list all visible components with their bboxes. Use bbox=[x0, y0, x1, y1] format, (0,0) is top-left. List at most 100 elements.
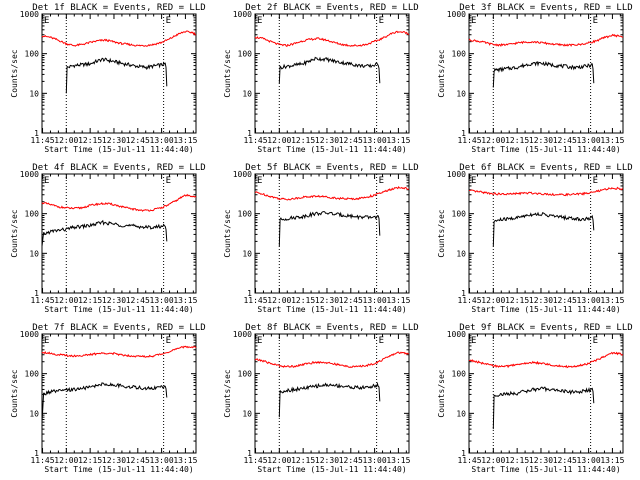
x-tick-label: 13:00 bbox=[150, 296, 174, 305]
y-tick-label: 100 bbox=[452, 50, 467, 59]
y-tick-label: 10 bbox=[242, 89, 252, 98]
y-tick-label: 1 bbox=[34, 289, 39, 298]
x-tick-label: 11:45 bbox=[457, 456, 481, 465]
plot-frame bbox=[254, 333, 410, 454]
x-tick-label: 12:45 bbox=[553, 456, 577, 465]
x-tick-label: 11:45 bbox=[30, 296, 54, 305]
x-axis-label: Start Time (15-Jul-11 11:44:40) bbox=[44, 305, 193, 314]
x-tick-label: 12:45 bbox=[339, 456, 363, 465]
x-tick-label: 12:15 bbox=[291, 136, 315, 145]
y-tick-label: 1000 bbox=[233, 170, 252, 179]
lld-series-line bbox=[468, 33, 624, 47]
marker-label-end: E bbox=[379, 16, 384, 26]
y-tick-label: 1 bbox=[247, 449, 252, 458]
detector-panel-7: Det 7f BLACK = Events, RED = LLD 1 10 100 10… bbox=[10, 323, 206, 474]
x-axis-label: Start Time (15-Jul-11 11:44:40) bbox=[257, 145, 406, 154]
x-tick-label: 13:00 bbox=[363, 296, 387, 305]
x-tick-label: 12:45 bbox=[553, 296, 577, 305]
y-axis-label: Counts/sec bbox=[223, 369, 232, 417]
x-tick-label: 13:15 bbox=[173, 296, 197, 305]
lld-series-line bbox=[41, 30, 197, 47]
detector-panel-5: Det 5f BLACK = Events, RED = LLD 1 10 100 10… bbox=[223, 163, 419, 314]
x-axis-label: Start Time (15-Jul-11 11:44:40) bbox=[257, 305, 406, 314]
x-tick-label: 12:00 bbox=[481, 296, 505, 305]
lld-series-line bbox=[41, 345, 197, 358]
x-tick-label: 12:45 bbox=[126, 136, 150, 145]
y-axis-label: Counts/sec bbox=[10, 209, 19, 257]
x-tick-label: 12:30 bbox=[315, 136, 339, 145]
x-axis-label: Start Time (15-Jul-11 11:44:40) bbox=[44, 465, 193, 474]
marker-label-start: E bbox=[257, 176, 262, 186]
y-tick-label: 1000 bbox=[20, 330, 39, 339]
detector-panel-9: Det 9f BLACK = Events, RED = LLD 1 10 100 10… bbox=[437, 323, 633, 474]
plot-frame bbox=[41, 13, 197, 134]
y-tick-label: 1 bbox=[461, 449, 466, 458]
marker-label-start: E bbox=[44, 16, 49, 26]
y-tick-label: 1 bbox=[247, 289, 252, 298]
x-tick-label: 13:00 bbox=[150, 456, 174, 465]
y-tick-label: 100 bbox=[25, 370, 40, 379]
marker-label-start: E bbox=[44, 336, 49, 346]
detector-panel-6: Det 6f BLACK = Events, RED = LLD 1 10 100 10… bbox=[437, 163, 633, 314]
y-axis-label: Counts/sec bbox=[437, 369, 446, 417]
y-tick-label: 10 bbox=[242, 409, 252, 418]
y-tick-label: 1000 bbox=[447, 170, 466, 179]
y-axis-label: Counts/sec bbox=[437, 49, 446, 97]
x-tick-label: 12:30 bbox=[529, 136, 553, 145]
x-tick-label: 12:15 bbox=[505, 136, 529, 145]
lld-series-line bbox=[468, 186, 624, 197]
marker-label-end: E bbox=[593, 16, 598, 26]
x-tick-label: 13:15 bbox=[386, 296, 410, 305]
detector-panel-3: Det 3f BLACK = Events, RED = LLD 1 10 100 10… bbox=[437, 3, 633, 154]
events-series-line bbox=[492, 211, 595, 247]
events-series-line bbox=[492, 60, 595, 88]
plot-frame bbox=[41, 173, 197, 294]
x-tick-label: 13:00 bbox=[363, 136, 387, 145]
marker-label-end: E bbox=[166, 16, 171, 26]
x-tick-label: 12:00 bbox=[481, 136, 505, 145]
x-tick-label: 12:15 bbox=[505, 456, 529, 465]
y-tick-label: 1 bbox=[247, 129, 252, 138]
events-series-line bbox=[41, 219, 168, 247]
x-tick-label: 13:15 bbox=[600, 296, 624, 305]
events-series-line bbox=[278, 381, 381, 418]
y-tick-label: 100 bbox=[238, 210, 253, 219]
y-tick-label: 1 bbox=[34, 449, 39, 458]
x-tick-label: 12:30 bbox=[315, 456, 339, 465]
marker-label-start: E bbox=[257, 16, 262, 26]
plot-frame bbox=[254, 13, 410, 134]
x-tick-label: 12:30 bbox=[315, 296, 339, 305]
marker-label-start: E bbox=[471, 336, 476, 346]
y-tick-label: 10 bbox=[29, 89, 39, 98]
y-tick-label: 100 bbox=[25, 210, 40, 219]
marker-label-end: E bbox=[593, 336, 598, 346]
y-tick-label: 1 bbox=[461, 129, 466, 138]
y-tick-label: 1000 bbox=[447, 330, 466, 339]
panel-title: Det 2f BLACK = Events, RED = LLD bbox=[245, 3, 418, 13]
marker-label-end: E bbox=[593, 176, 598, 186]
lld-series-line bbox=[468, 351, 624, 369]
marker-label-start: E bbox=[257, 336, 262, 346]
panel-title: Det 1f BLACK = Events, RED = LLD bbox=[32, 3, 205, 13]
x-tick-label: 12:00 bbox=[54, 296, 78, 305]
y-tick-label: 100 bbox=[238, 370, 253, 379]
y-tick-label: 10 bbox=[456, 249, 466, 258]
x-tick-label: 13:15 bbox=[386, 136, 410, 145]
x-tick-label: 12:30 bbox=[529, 456, 553, 465]
detector-panel-2: Det 2f BLACK = Events, RED = LLD 1 10 100 10… bbox=[223, 3, 419, 154]
x-tick-label: 12:15 bbox=[291, 456, 315, 465]
x-tick-label: 11:45 bbox=[243, 296, 267, 305]
marker-label-end: E bbox=[166, 176, 171, 186]
x-tick-label: 12:00 bbox=[267, 296, 291, 305]
x-axis-label: Start Time (15-Jul-11 11:44:40) bbox=[471, 145, 620, 154]
panel-title: Det 8f BLACK = Events, RED = LLD bbox=[245, 323, 418, 333]
x-tick-label: 12:15 bbox=[78, 136, 102, 145]
plot-frame bbox=[468, 13, 624, 134]
marker-label-start: E bbox=[471, 176, 476, 186]
x-tick-label: 11:45 bbox=[243, 136, 267, 145]
y-tick-label: 1000 bbox=[20, 10, 39, 19]
events-series-line bbox=[278, 210, 381, 247]
x-tick-label: 13:00 bbox=[150, 136, 174, 145]
x-tick-label: 12:45 bbox=[126, 296, 150, 305]
x-tick-label: 13:00 bbox=[577, 456, 601, 465]
